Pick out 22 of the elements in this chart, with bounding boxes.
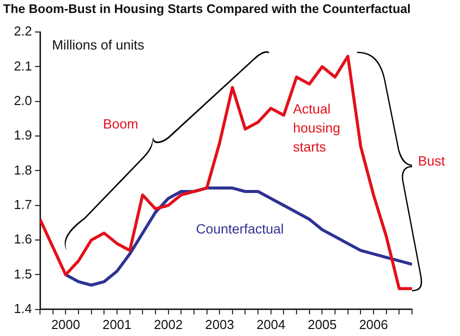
text: Bust [418, 154, 446, 169]
x-tick-label: 2000 [51, 316, 80, 332]
y-tick-label: 1.9 [14, 128, 32, 143]
series-label: Counterfactual [196, 222, 284, 237]
annotation: Boom [103, 116, 138, 132]
chart-title: The Boom-Bust in Housing Starts Compared with the Counterfactual [3, 2, 411, 16]
x-tick-label: 2004 [256, 316, 286, 332]
annotation: Millions of units [52, 38, 145, 53]
y-tick-label: 1.4 [14, 300, 32, 316]
y-tick-label: 1.8 [14, 162, 32, 178]
x-tick-label: 2003 [205, 316, 234, 332]
x-tick-label: 2001 [102, 316, 132, 332]
y-tick-label: 1.7 [14, 196, 32, 212]
x-tick-label: 2002 [154, 316, 183, 332]
y-tick-label: 2.1 [14, 58, 32, 74]
x-tick-label: 2006 [359, 316, 388, 332]
x-tick-label: 2005 [308, 316, 337, 332]
y-tick-label: 1.6 [14, 232, 32, 247]
series-label: Actual housing starts [293, 102, 340, 155]
y-tick-label: 2.0 [14, 92, 32, 108]
y-tick-label: 1.5 [14, 266, 32, 282]
y-tick-label: 2.2 [14, 24, 32, 39]
